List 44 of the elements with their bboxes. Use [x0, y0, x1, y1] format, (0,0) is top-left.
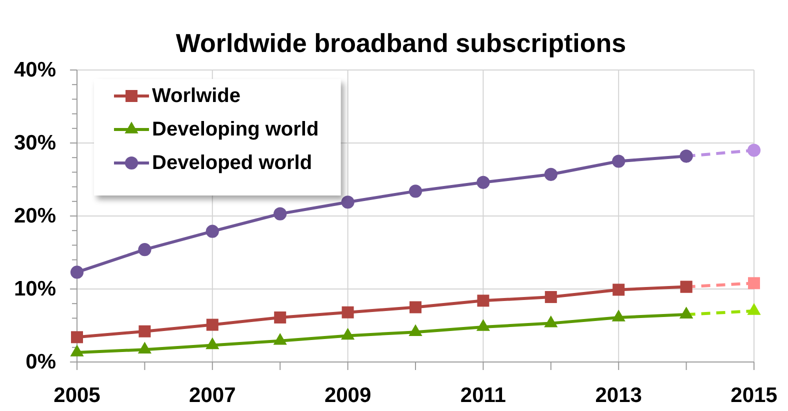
point [612, 310, 626, 322]
point [138, 325, 151, 338]
x-tick-label: 2015 [730, 384, 778, 407]
x-tick-label: 2007 [189, 384, 236, 407]
point [274, 207, 287, 220]
point [341, 196, 354, 209]
point [408, 184, 422, 198]
point [476, 319, 490, 331]
legend-label: Developed world [152, 152, 312, 174]
point [748, 277, 760, 290]
point [206, 318, 218, 331]
point [612, 284, 625, 296]
x-tick-label: 2013 [595, 384, 642, 407]
point [612, 154, 626, 168]
point [206, 224, 219, 238]
point [273, 332, 287, 345]
point [138, 243, 152, 256]
point [544, 168, 558, 181]
point [342, 306, 354, 318]
point [138, 342, 152, 354]
y-tick-label: 0% [26, 350, 56, 374]
y-tick-label: 40% [14, 58, 56, 82]
point [408, 324, 422, 336]
x-tick-label: 2011 [460, 384, 506, 407]
point [274, 311, 286, 324]
y-tick-label: 20% [14, 204, 56, 228]
point [70, 266, 84, 279]
legend-label: Developing world [152, 118, 319, 140]
point [544, 291, 557, 304]
point [544, 315, 558, 328]
point [410, 301, 422, 314]
chart-title: Worldwide broadband subscriptions [176, 28, 626, 58]
point [70, 344, 84, 356]
y-tick-label: 30% [14, 132, 56, 154]
point [206, 337, 220, 350]
point [341, 328, 355, 340]
x-tick-label: 2009 [324, 384, 372, 407]
point [476, 176, 490, 189]
legend-label: Worlwide [152, 85, 241, 107]
point [71, 331, 83, 344]
x-tick-label: 2005 [54, 384, 101, 407]
point [477, 294, 490, 307]
point [747, 144, 761, 157]
y-tick-label: 10% [14, 278, 56, 300]
